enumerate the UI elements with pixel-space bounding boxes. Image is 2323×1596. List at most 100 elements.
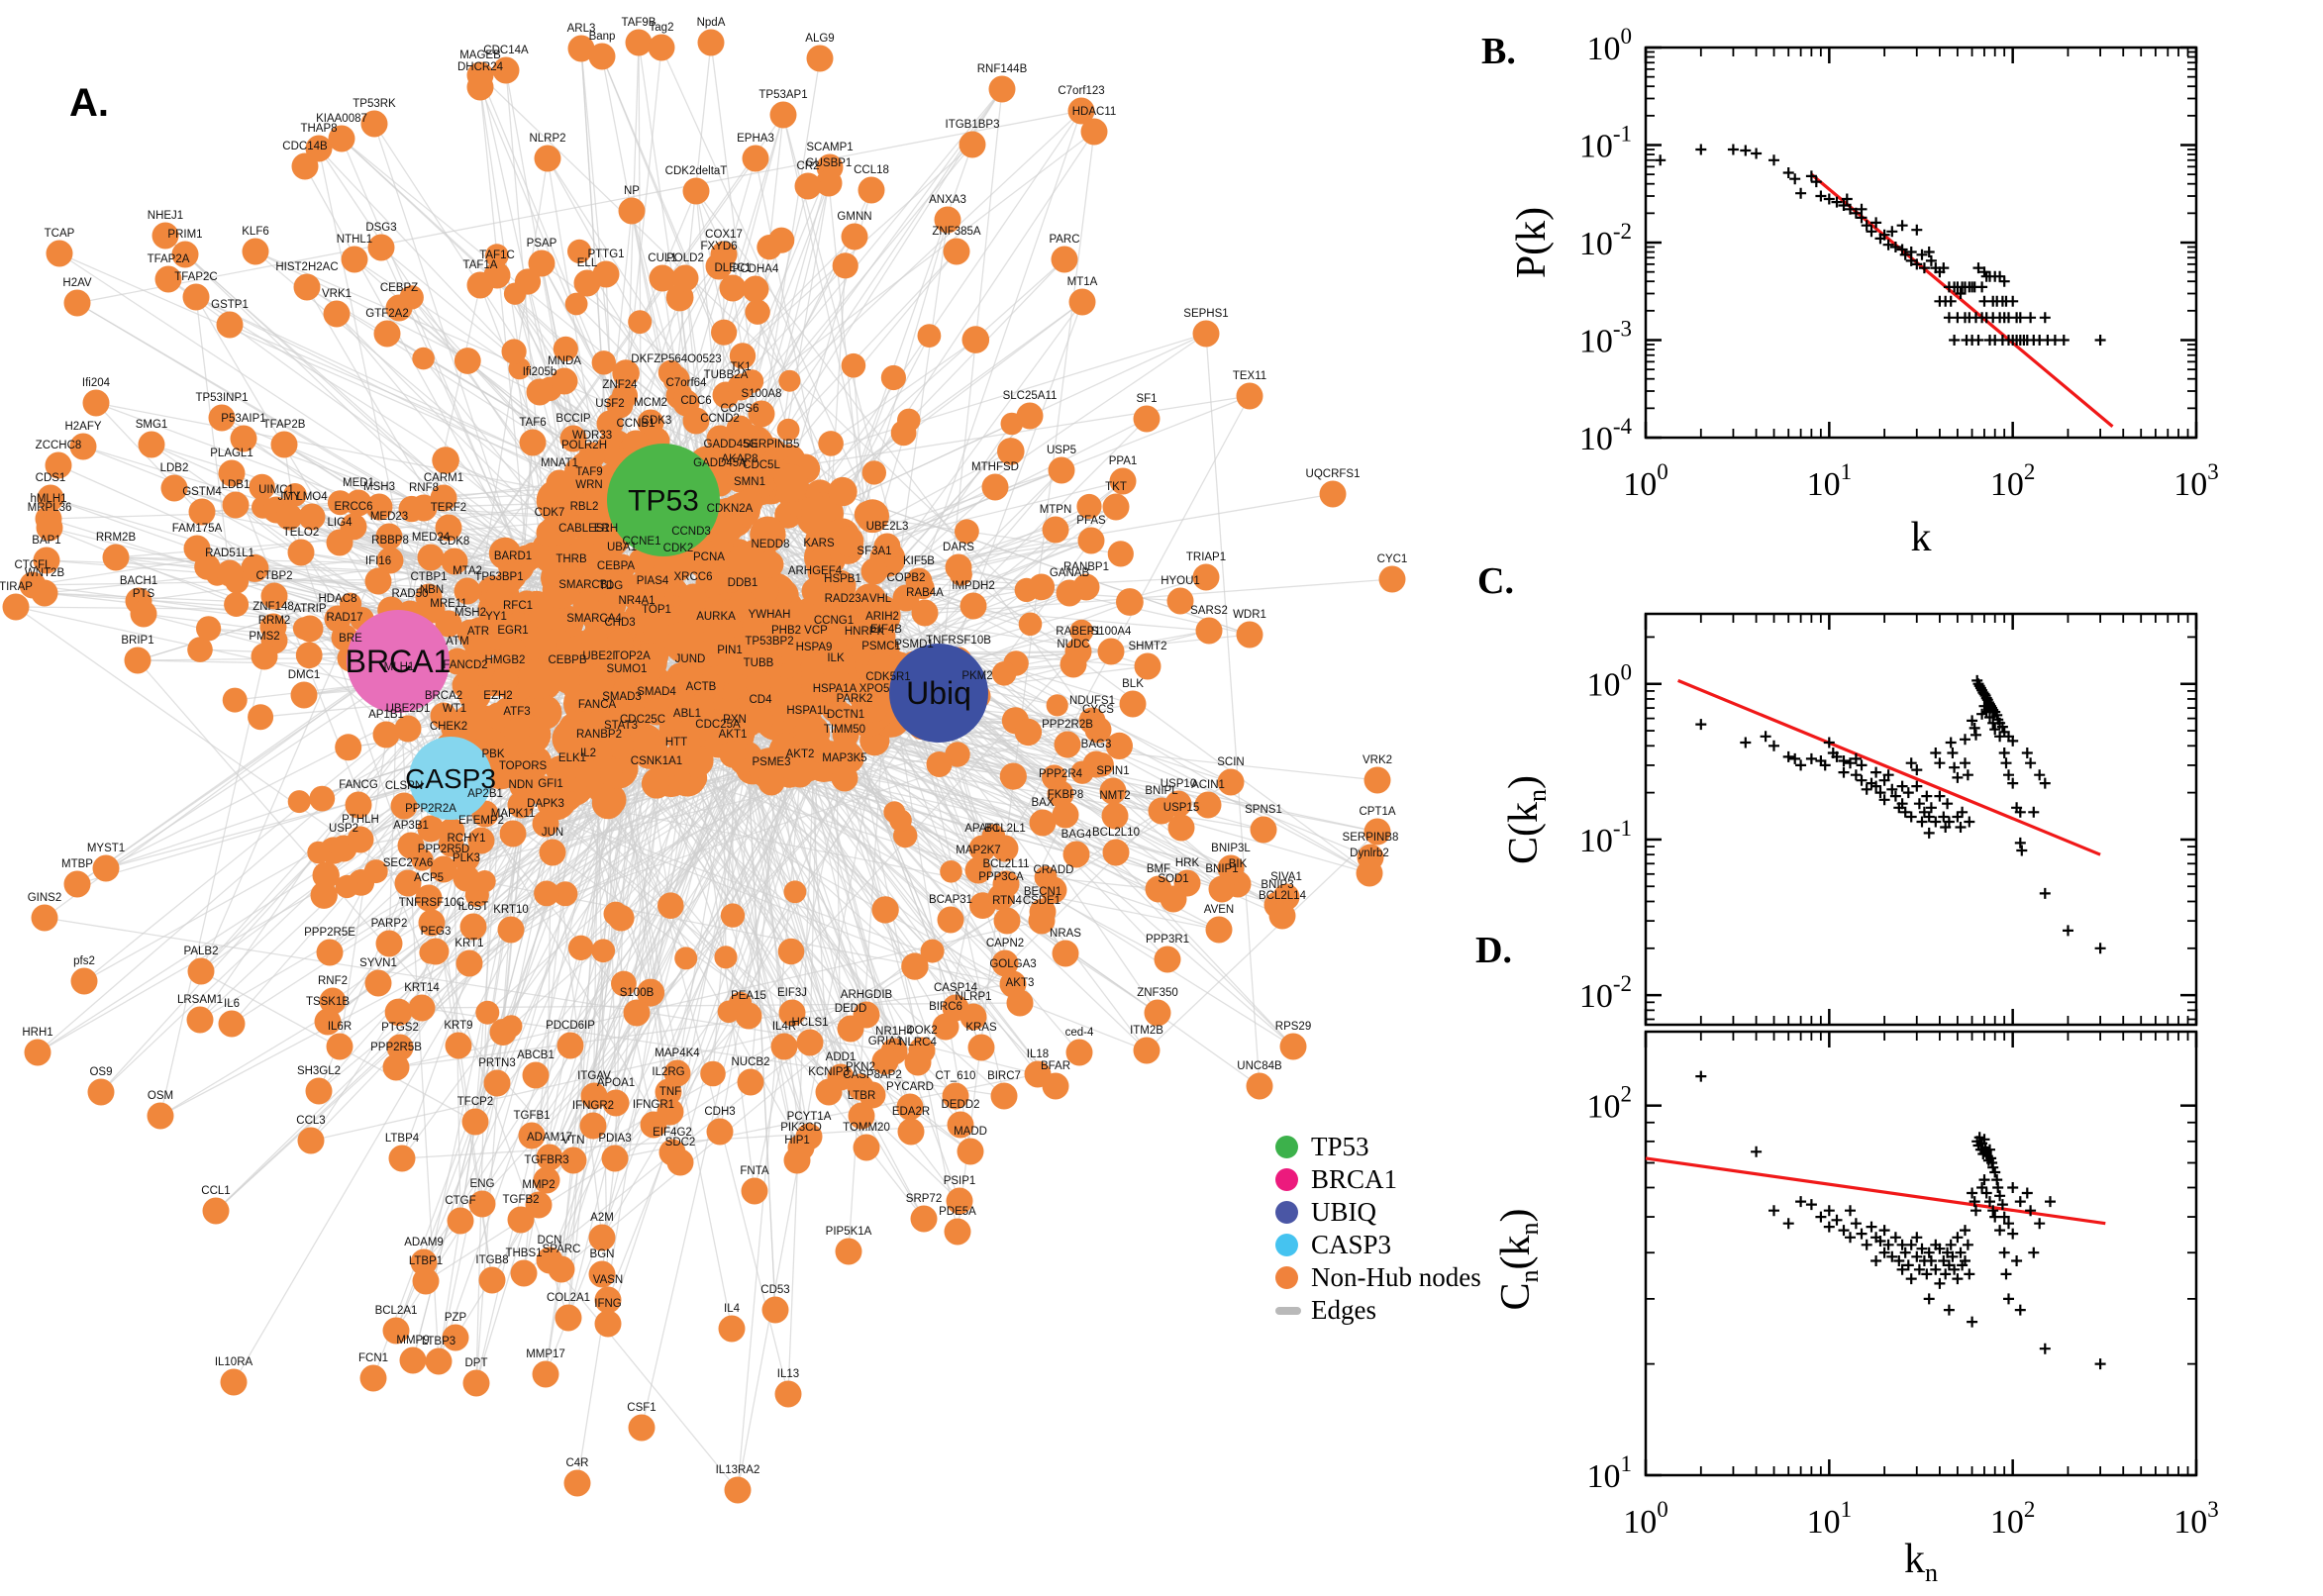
network-node — [841, 223, 868, 250]
network-node-label: BCL2L10 — [1092, 827, 1140, 839]
network-node — [514, 268, 542, 295]
legend-item-non-hub-nodes: Non-Hub nodes — [1275, 1261, 1481, 1294]
network-node — [435, 610, 462, 638]
network-node — [794, 717, 822, 745]
hub-node-brca1 — [347, 610, 450, 713]
network-node-label: MED24 — [412, 532, 451, 544]
network-core-node — [534, 543, 564, 573]
network-node-label: PPP2R2A — [405, 803, 456, 815]
network-node — [1065, 1039, 1093, 1066]
network-node — [639, 587, 666, 615]
network-node-label: PARK2 — [837, 693, 873, 705]
network-node-label: CDC25A — [695, 719, 741, 731]
network-node-label: TP53RK — [353, 98, 396, 110]
network-node — [382, 1053, 410, 1081]
network-node-label: TAF1A — [463, 259, 498, 271]
network-node — [964, 856, 992, 884]
network-core-node — [833, 526, 864, 557]
network-node-label: IL2RG — [652, 1066, 684, 1078]
network-edge — [397, 253, 725, 662]
network-node-label: VHL — [869, 593, 892, 605]
network-node — [934, 206, 961, 234]
network-node-label: ATR — [467, 626, 489, 638]
network-node-label: Dynlrb2 — [1350, 848, 1389, 859]
network-node — [960, 592, 987, 620]
network-node-label: DHCR24 — [457, 61, 504, 73]
network-node — [1084, 716, 1112, 744]
network-node-label: LDB1 — [222, 479, 251, 491]
network-node — [1160, 885, 1187, 913]
network-node — [309, 785, 336, 812]
network-node — [1217, 768, 1245, 796]
network-node — [756, 621, 783, 648]
network-node — [612, 359, 640, 387]
network-node-label: CSF1 — [627, 1402, 656, 1414]
network-node — [312, 861, 340, 889]
legend-item-brca1: BRCA1 — [1275, 1163, 1481, 1196]
network-node-label: CTBP1 — [410, 571, 447, 583]
network-node-label: HNRPK — [845, 626, 885, 638]
legend-item-label: CASP3 — [1311, 1230, 1392, 1259]
legend-item-tp53: TP53 — [1275, 1131, 1481, 1163]
network-node — [968, 835, 996, 862]
network-node-label: AKAP8 — [721, 453, 758, 465]
network-node — [1097, 638, 1125, 665]
network-node-label: NEDD8 — [752, 539, 790, 550]
network-node — [186, 1006, 214, 1034]
scatter-points — [1695, 674, 2106, 954]
network-node-label: BCAP31 — [929, 894, 972, 906]
network-node — [556, 1032, 584, 1059]
network-node — [729, 343, 757, 369]
network-node — [372, 721, 400, 748]
network-node — [519, 429, 547, 456]
network-node-label: GSTM4 — [182, 486, 222, 498]
network-node — [999, 762, 1027, 790]
network-node — [310, 881, 338, 909]
network-node — [1047, 780, 1074, 808]
network-node — [564, 292, 588, 316]
network-node — [1195, 617, 1223, 645]
network-node — [462, 1369, 490, 1397]
network-node-label: VASN — [593, 1274, 623, 1286]
network-node — [774, 1380, 802, 1408]
network-node — [1016, 402, 1044, 430]
network-node — [454, 577, 481, 605]
network-node-label: SPARC — [543, 1244, 581, 1255]
network-node-label: HTT — [665, 737, 687, 748]
network-node — [695, 563, 723, 591]
network-node-label: ADAM17 — [527, 1132, 572, 1144]
network-node-label: SERPINB5 — [744, 439, 800, 450]
network-node — [896, 1093, 924, 1121]
network-node-label: TERF2 — [431, 502, 466, 514]
y-axis-title: C(kn) — [1501, 775, 1552, 864]
network-node — [594, 1310, 622, 1338]
network-node-label: CUL1 — [648, 252, 676, 264]
network-node-label: USF2 — [595, 398, 624, 410]
network-node-label: SF3A1 — [857, 546, 891, 557]
network-node-label: CSNK1A1 — [631, 755, 682, 767]
network-node — [36, 514, 63, 542]
network-node — [305, 1077, 333, 1105]
network-node-label: ERH — [594, 523, 618, 535]
network-node — [1194, 791, 1222, 819]
network-node — [445, 1032, 472, 1059]
network-node-label: RAD51L1 — [205, 548, 254, 559]
axis-tick-label: 100 — [1623, 1497, 1668, 1541]
network-node-label: PDE5A — [939, 1206, 976, 1218]
legend-node-swatch — [1275, 1234, 1298, 1256]
network-node-label: HRK — [1175, 857, 1200, 869]
network-node-label: HRH1 — [22, 1027, 52, 1039]
network-node — [607, 732, 635, 759]
axis-tick-label: 102 — [1990, 459, 2036, 503]
network-node — [202, 1197, 230, 1225]
network-node-label: CCL1 — [201, 1185, 230, 1197]
network-node — [883, 801, 906, 824]
network-edge — [848, 695, 886, 1252]
network-node-label: CCNE1 — [623, 536, 661, 548]
network-node — [742, 275, 769, 303]
network-node-label: NLRC4 — [899, 1037, 937, 1048]
network-node-label: KRT9 — [444, 1020, 472, 1032]
network-node — [130, 600, 157, 628]
